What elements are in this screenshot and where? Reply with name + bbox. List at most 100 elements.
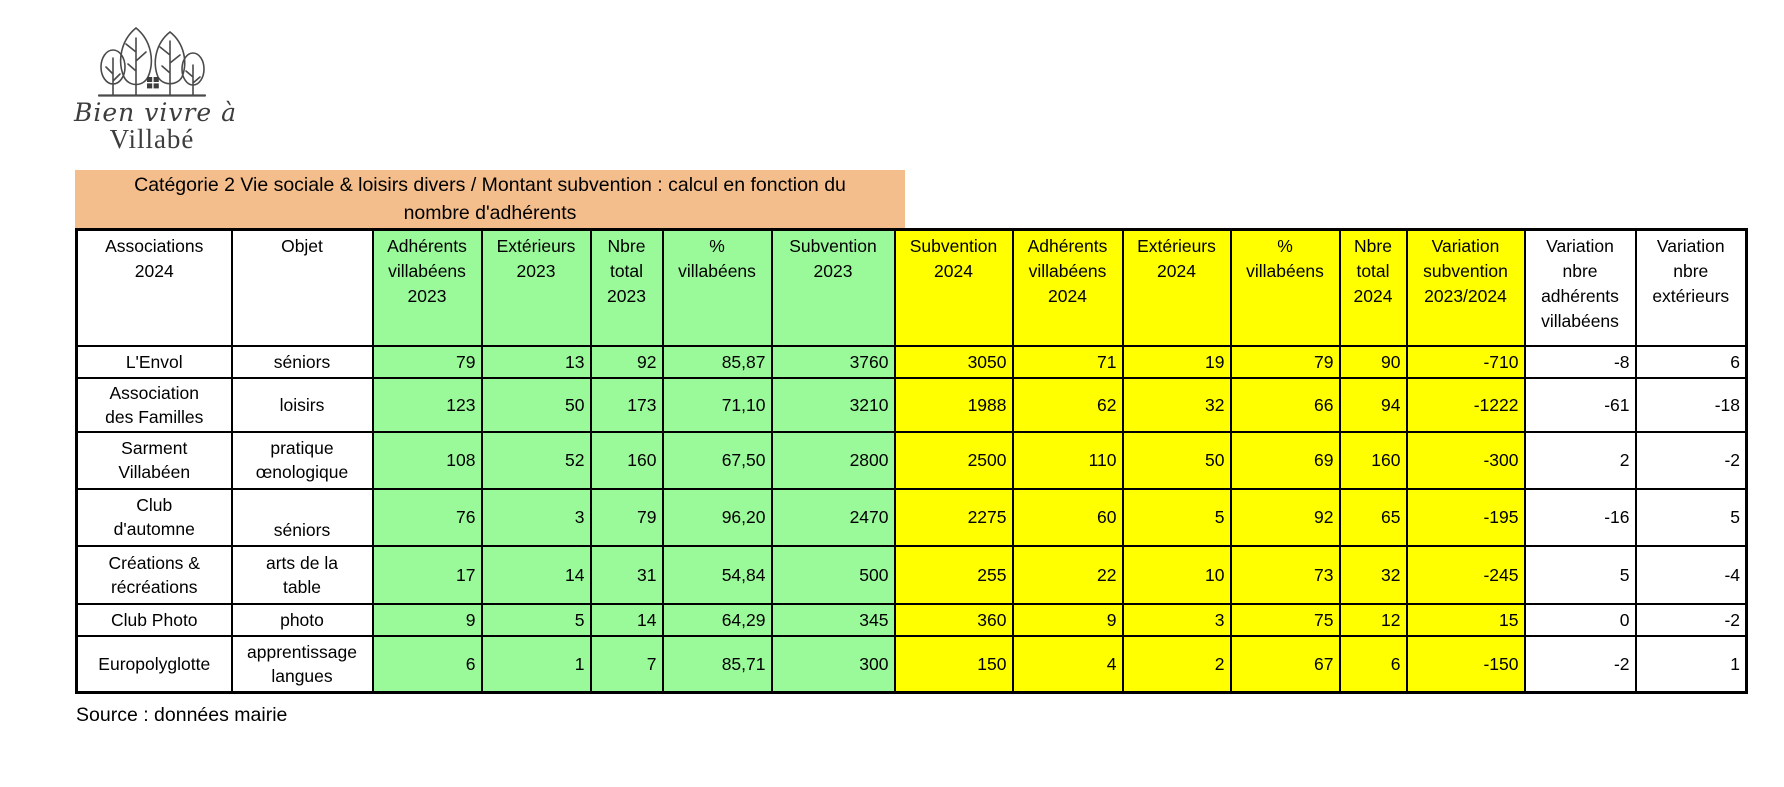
value-cell: 3: [1121, 602, 1232, 637]
value-cell: 13: [480, 344, 592, 379]
value-cell: 7: [589, 634, 664, 694]
value-cell: 66: [1229, 376, 1341, 433]
value-cell: -300: [1405, 430, 1526, 490]
value-cell: 123: [371, 376, 483, 433]
column-header: Subvention 2024: [893, 228, 1014, 347]
value-cell: 65: [1338, 487, 1408, 547]
value-cell: 79: [589, 487, 664, 547]
value-cell: 67: [1229, 634, 1341, 694]
value-cell: 5: [480, 602, 592, 637]
value-cell: 2275: [893, 487, 1014, 547]
value-cell: 255: [893, 544, 1014, 605]
value-cell: 69: [1229, 430, 1341, 490]
value-cell: -4: [1634, 544, 1748, 605]
value-cell: 79: [371, 344, 483, 379]
value-cell: 22: [1011, 544, 1124, 605]
value-cell: 71: [1011, 344, 1124, 379]
value-cell: 345: [770, 602, 896, 637]
value-cell: 500: [770, 544, 896, 605]
value-cell: 32: [1121, 376, 1232, 433]
value-cell: 110: [1011, 430, 1124, 490]
value-cell: 1988: [893, 376, 1014, 433]
value-cell: 76: [371, 487, 483, 547]
column-header: Adhérents villabéens 2024: [1011, 228, 1124, 347]
value-cell: 73: [1229, 544, 1341, 605]
value-cell: 67,50: [661, 430, 773, 490]
table-row: Sarment Villabéen pratique œnologique 108 5…: [75, 430, 1748, 490]
association-name-cell: Europolyglotte: [75, 634, 233, 694]
table-row: Créations & récréations arts de la table 1…: [75, 544, 1748, 605]
value-cell: 75: [1229, 602, 1341, 637]
value-cell: 5: [1523, 544, 1637, 605]
value-cell: 160: [1338, 430, 1408, 490]
objet-cell: photo: [230, 602, 374, 637]
value-cell: 6: [1634, 344, 1748, 379]
value-cell: 71,10: [661, 376, 773, 433]
logo-town-name: Villabé: [109, 124, 195, 154]
value-cell: 50: [480, 376, 592, 433]
value-cell: -18: [1634, 376, 1748, 433]
value-cell: 150: [893, 634, 1014, 694]
column-header: Subvention 2023: [770, 228, 896, 347]
trees-house-icon: [97, 26, 207, 97]
value-cell: 15: [1405, 602, 1526, 637]
association-name-cell: L'Envol: [75, 344, 233, 379]
value-cell: -16: [1523, 487, 1637, 547]
value-cell: 10: [1121, 544, 1232, 605]
table-body: L'Envol séniors 79 13 92 85,87 3760 3050 71 19 79 9…: [75, 344, 1748, 694]
value-cell: 9: [371, 602, 483, 637]
value-cell: 2800: [770, 430, 896, 490]
objet-cell: arts de la table: [230, 544, 374, 605]
value-cell: -710: [1405, 344, 1526, 379]
objet-cell: séniors: [230, 344, 374, 379]
value-cell: 92: [1229, 487, 1341, 547]
value-cell: 32: [1338, 544, 1408, 605]
value-cell: 14: [480, 544, 592, 605]
value-cell: 108: [371, 430, 483, 490]
value-cell: 92: [589, 344, 664, 379]
value-cell: 3050: [893, 344, 1014, 379]
value-cell: -8: [1523, 344, 1637, 379]
value-cell: 6: [1338, 634, 1408, 694]
table-row: Association des Familles loisirs 123 50 173 7…: [75, 376, 1748, 433]
value-cell: 1: [1634, 634, 1748, 694]
value-cell: -150: [1405, 634, 1526, 694]
value-cell: 85,87: [661, 344, 773, 379]
value-cell: 50: [1121, 430, 1232, 490]
value-cell: 14: [589, 602, 664, 637]
value-cell: 17: [371, 544, 483, 605]
value-cell: 300: [770, 634, 896, 694]
value-cell: 52: [480, 430, 592, 490]
value-cell: 60: [1011, 487, 1124, 547]
value-cell: 160: [589, 430, 664, 490]
value-cell: 3210: [770, 376, 896, 433]
objet-cell: séniors: [230, 487, 374, 547]
column-header: Extérieurs 2024: [1121, 228, 1232, 347]
column-header: Associations 2024: [75, 228, 233, 347]
value-cell: 85,71: [661, 634, 773, 694]
value-cell: 79: [1229, 344, 1341, 379]
value-cell: 2500: [893, 430, 1014, 490]
value-cell: 31: [589, 544, 664, 605]
column-header-row: Associations 2024 Objet Adhérents villabée…: [75, 228, 1748, 347]
column-header: Variation nbre extérieurs: [1634, 228, 1748, 347]
villabe-logo: Bien vivre à Villabé: [74, 24, 238, 155]
value-cell: 54,84: [661, 544, 773, 605]
value-cell: 12: [1338, 602, 1408, 637]
column-header: % villabéens: [661, 228, 773, 347]
value-cell: 19: [1121, 344, 1232, 379]
subventions-table: Associations 2024 Objet Adhérents villabée…: [75, 228, 1748, 694]
logo-script-text: Bien vivre à: [74, 98, 238, 127]
category-banner: Catégorie 2 Vie sociale & loisirs divers…: [75, 170, 905, 228]
table-row: L'Envol séniors 79 13 92 85,87 3760 3050 71 19 79 9…: [75, 344, 1748, 379]
column-header: Objet: [230, 228, 374, 347]
value-cell: 2: [1523, 430, 1637, 490]
column-header: Extérieurs 2023: [480, 228, 592, 347]
value-cell: -245: [1405, 544, 1526, 605]
table-header-row: Associations 2024 Objet Adhérents villabée…: [75, 228, 1748, 347]
association-name-cell: Club d'automne: [75, 487, 233, 547]
value-cell: 64,29: [661, 602, 773, 637]
column-header: Adhérents villabéens 2023: [371, 228, 483, 347]
column-header: Nbre total 2024: [1338, 228, 1408, 347]
association-name-cell: Créations & récréations: [75, 544, 233, 605]
